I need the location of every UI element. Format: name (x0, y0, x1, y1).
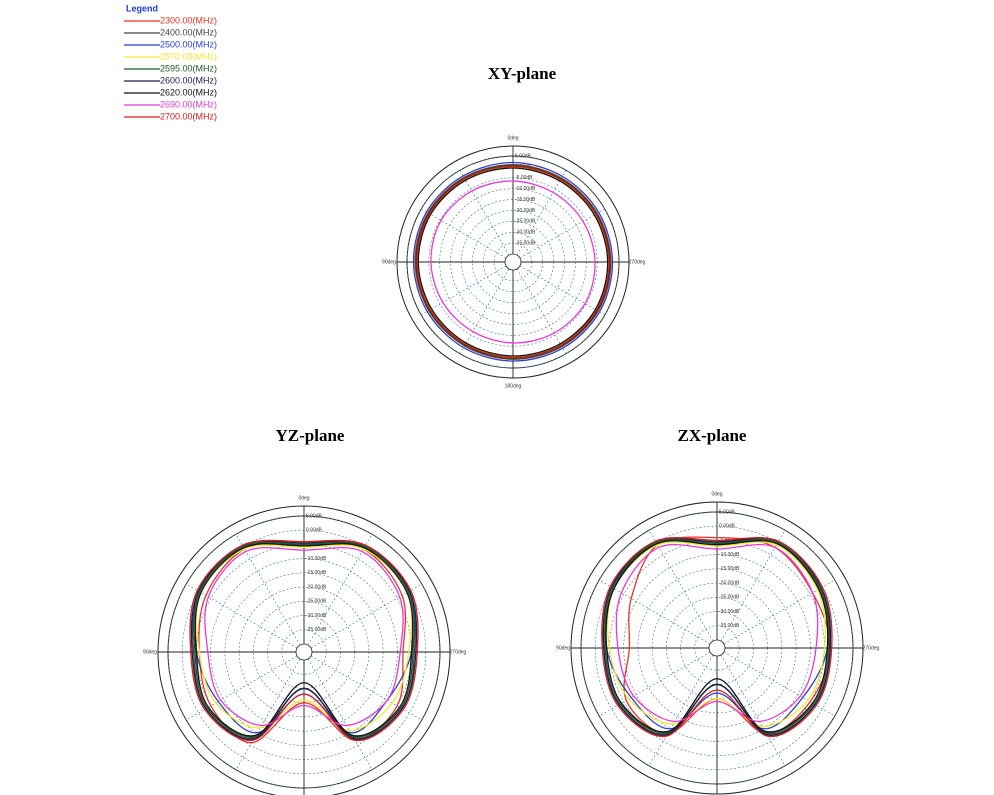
theta-tick-label: 270deg (450, 649, 467, 655)
grid-spoke (516, 170, 567, 256)
grid-spoke (723, 579, 835, 645)
chart-title: YZ-plane (276, 426, 345, 445)
pattern-curve (430, 180, 596, 344)
r-tick-label: -10.00dB (515, 186, 536, 192)
chart-title: ZX-plane (678, 426, 747, 445)
theta-tick-label: 0deg (507, 135, 518, 141)
theta-tick-label: 90deg (143, 649, 157, 655)
r-tick-label: 5.00dB (515, 153, 532, 159)
r-tick-label: 5.00dB (306, 513, 323, 519)
r-tick-label: -15.00dB (515, 197, 536, 203)
center-circle (708, 639, 726, 657)
legend-label: 2700.00(MHz) (160, 111, 217, 121)
legend-label: 2595.00(MHz) (160, 63, 217, 73)
legend-label: 2620.00(MHz) (160, 87, 217, 97)
grid-spoke (307, 658, 373, 770)
grid-spoke (459, 268, 510, 354)
pattern-curve (601, 536, 833, 737)
r-tick-label: -25.00dB (719, 595, 740, 601)
r-tick-label: 0.00dB (306, 528, 323, 534)
r-tick-label: -20.00dB (719, 580, 740, 586)
pattern-curve (417, 167, 609, 357)
grid-spoke (421, 265, 507, 316)
theta-tick-label: 0deg (711, 491, 722, 497)
r-tick-label: -35.00dB (515, 240, 536, 246)
legend-title: Legend (126, 3, 158, 13)
chart-title: XY-plane (488, 64, 557, 83)
pattern-curve (416, 165, 610, 359)
grid-spoke (519, 208, 605, 259)
theta-tick-label: 270deg (863, 645, 880, 651)
r-tick-label: -25.00dB (515, 219, 536, 225)
theta-tick-label: 180deg (505, 383, 522, 389)
theta-tick-label: 90deg (382, 259, 396, 265)
r-tick-label: -30.00dB (719, 609, 740, 615)
pattern-curve (412, 161, 614, 362)
r-tick-label: -20.00dB (515, 208, 536, 214)
r-tick-label: 0.00dB (719, 524, 736, 530)
grid-spoke (648, 654, 714, 766)
legend-label: 2600.00(MHz) (160, 75, 217, 85)
grid-spoke (235, 534, 301, 646)
grid-spoke (421, 208, 507, 259)
pattern-curve (194, 543, 414, 737)
grid-spoke (186, 655, 298, 721)
theta-tick-label: 270deg (629, 259, 646, 265)
grid-spoke (310, 583, 422, 649)
r-tick-label: -10.00dB (306, 556, 327, 562)
pattern-curve (415, 164, 611, 360)
r-tick-label: -15.00dB (719, 566, 740, 572)
r-tick-label: 5.00dB (719, 509, 736, 515)
r-tick-label: -20.00dB (306, 584, 327, 590)
center-circle (504, 253, 522, 271)
legend-label: 2500.00(MHz) (160, 39, 217, 49)
legend-label: 2300.00(MHz) (160, 15, 217, 25)
grid-spoke (186, 583, 298, 649)
grid-spoke (459, 170, 510, 256)
pattern-curve (189, 539, 419, 741)
grid-spoke (516, 268, 567, 354)
pattern-curve (198, 540, 407, 744)
r-tick-label: -15.00dB (306, 570, 327, 576)
theta-tick-label: 90deg (556, 645, 570, 651)
grid-spoke (720, 530, 786, 642)
pattern-curve (204, 546, 404, 727)
grid-spoke (599, 579, 711, 645)
pattern-curve (190, 540, 418, 740)
pattern-curve (615, 543, 819, 723)
center-circle (295, 643, 313, 661)
legend-label: 2690.00(MHz) (160, 99, 217, 109)
r-tick-label: -30.00dB (306, 613, 327, 619)
grid-spoke (307, 534, 373, 646)
theta-tick-label: 0deg (298, 495, 309, 501)
pattern-curve (605, 540, 829, 733)
r-tick-label: -10.00dB (719, 552, 740, 558)
legend-label: 2400.00(MHz) (160, 27, 217, 37)
pattern-curve (602, 537, 832, 736)
grid-spoke (648, 530, 714, 642)
legend-label: 2570.00(MHz) (160, 51, 217, 61)
r-tick-label: -30.00dB (515, 230, 536, 236)
grid-spoke (599, 651, 711, 717)
r-tick-label: -25.00dB (306, 599, 327, 605)
grid-spoke (310, 655, 422, 721)
grid-spoke (723, 651, 835, 717)
grid-spoke (519, 265, 605, 316)
grid-spoke (235, 658, 301, 770)
grid-spoke (720, 654, 786, 766)
r-tick-label: -5.00dB (515, 175, 533, 181)
